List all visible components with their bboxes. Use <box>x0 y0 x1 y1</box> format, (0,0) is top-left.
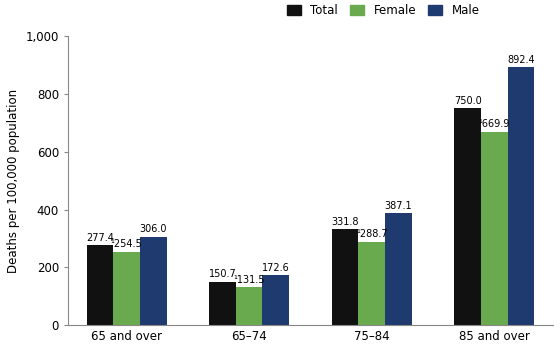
Bar <box>454 108 481 325</box>
Text: 172.6: 172.6 <box>262 263 290 273</box>
Legend: Total, Female, Male: Total, Female, Male <box>287 5 480 18</box>
Bar <box>263 275 289 325</box>
Text: ¹288.7: ¹288.7 <box>356 229 388 239</box>
Bar <box>332 229 358 325</box>
Bar <box>358 242 385 325</box>
Bar <box>209 282 236 325</box>
Bar <box>236 287 263 325</box>
Y-axis label: Deaths per 100,000 population: Deaths per 100,000 population <box>7 89 20 273</box>
Text: 750.0: 750.0 <box>454 96 482 106</box>
Text: ¹669.9: ¹669.9 <box>479 119 510 129</box>
Text: 892.4: 892.4 <box>507 55 535 65</box>
Text: 331.8: 331.8 <box>332 217 359 227</box>
Bar <box>508 67 534 325</box>
Bar <box>87 245 113 325</box>
Text: ¹254.5: ¹254.5 <box>111 239 142 249</box>
Text: 150.7: 150.7 <box>209 269 236 279</box>
Bar <box>140 237 166 325</box>
Bar <box>113 252 140 325</box>
Bar <box>481 132 508 325</box>
Text: 306.0: 306.0 <box>139 224 167 234</box>
Text: ¹131.5: ¹131.5 <box>234 275 265 285</box>
Text: 387.1: 387.1 <box>385 201 412 211</box>
Bar <box>385 213 412 325</box>
Text: 277.4: 277.4 <box>86 233 114 243</box>
